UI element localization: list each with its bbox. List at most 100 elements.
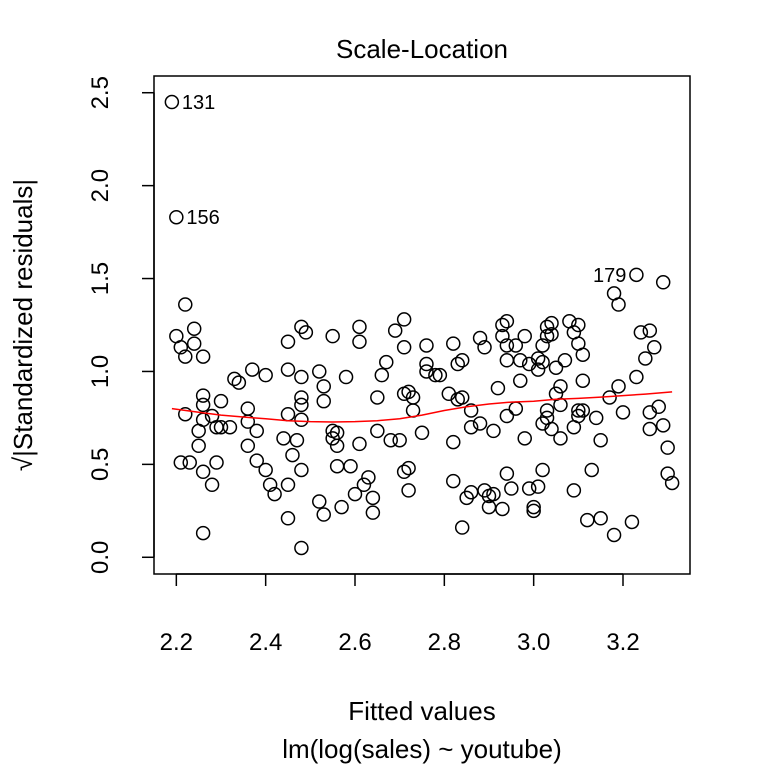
- data-point: [191, 438, 206, 454]
- data-point: [182, 455, 197, 470]
- data-point: [553, 431, 568, 446]
- x-tick-label: 2.2: [160, 629, 193, 656]
- data-point: [343, 458, 358, 474]
- data-point: [517, 431, 532, 446]
- data-point: [249, 423, 264, 439]
- data-point: [195, 464, 211, 480]
- data-point: [463, 419, 479, 435]
- data-point: [312, 494, 327, 509]
- data-point: [419, 338, 434, 353]
- data-point: [294, 390, 309, 405]
- point-label: 156: [186, 207, 219, 229]
- data-point: [504, 481, 519, 496]
- data-point: [325, 328, 340, 344]
- smooth-line-group: [171, 391, 673, 423]
- data-point: [584, 462, 599, 478]
- data-point: [428, 367, 443, 383]
- data-point: [454, 520, 470, 535]
- data-point: [655, 275, 671, 290]
- data-point: [655, 418, 671, 433]
- data-point: [495, 501, 510, 517]
- data-point: [374, 367, 390, 383]
- data-point: [173, 455, 189, 470]
- data-point: [611, 379, 626, 394]
- y-tick-label: 1.0: [87, 355, 114, 388]
- data-point: [352, 436, 367, 452]
- data-point: [508, 338, 524, 353]
- data-point: [280, 334, 296, 349]
- data-point: [173, 340, 189, 355]
- data-point: [419, 364, 434, 379]
- data-point: [446, 336, 461, 351]
- data-point: [387, 323, 403, 338]
- data-point: [169, 209, 184, 225]
- data-point: [231, 375, 247, 390]
- data-point: [294, 540, 309, 556]
- y-axis: 0.0 0.5 1.0 1.5 2.0 2.5: [87, 76, 155, 574]
- data-point: [548, 360, 564, 375]
- data-point: [454, 390, 470, 405]
- data-point: [472, 416, 488, 431]
- data-point: [624, 514, 640, 530]
- data-point: [352, 319, 367, 335]
- data-point: [575, 403, 591, 418]
- data-point: [539, 319, 555, 335]
- data-point: [222, 419, 238, 435]
- data-point: [571, 403, 586, 418]
- data-point: [553, 379, 568, 394]
- data-point: [660, 466, 675, 481]
- data-point: [280, 511, 296, 526]
- data-point: [642, 421, 658, 437]
- data-point: [213, 393, 229, 409]
- data-point: [316, 393, 331, 409]
- data-point: [267, 486, 282, 502]
- data-point: [454, 353, 470, 368]
- data-point: [535, 354, 550, 370]
- data-point: [638, 351, 653, 366]
- data-point: [334, 499, 349, 515]
- y-tick-label: 2.5: [87, 76, 114, 109]
- data-point: [566, 483, 582, 498]
- data-point: [280, 406, 296, 422]
- data-point: [195, 397, 211, 413]
- data-point: [240, 401, 256, 416]
- data-point: [544, 421, 559, 437]
- data-point: [521, 481, 537, 496]
- data-point: [575, 347, 591, 362]
- data-point: [227, 371, 242, 387]
- data-point: [432, 367, 448, 383]
- x-tick-label: 3.0: [517, 629, 550, 656]
- data-point: [526, 503, 541, 519]
- data-point: [195, 349, 211, 364]
- y-tick-label: 0.5: [87, 448, 114, 481]
- data-point: [651, 399, 666, 415]
- x-tick-label: 2.4: [249, 629, 282, 656]
- x-axis-label: Fitted values: [348, 696, 495, 726]
- data-point: [352, 334, 367, 349]
- data-point: [446, 473, 461, 489]
- point-labels: 131 156 179: [182, 92, 627, 287]
- data-point: [294, 412, 309, 428]
- data-point: [611, 297, 626, 312]
- data-point: [294, 397, 309, 413]
- data-point: [495, 328, 510, 344]
- data-point: [178, 349, 193, 364]
- data-point: [553, 397, 568, 413]
- data-point: [204, 477, 220, 493]
- data-point: [365, 505, 381, 520]
- data-point: [338, 369, 354, 385]
- data-point: [446, 434, 461, 450]
- x-axis: 2.2 2.4 2.6 2.8 3.0 3.2: [160, 573, 640, 656]
- data-point: [477, 340, 492, 355]
- data-point: [370, 423, 385, 439]
- data-point: [526, 499, 541, 515]
- data-point: [499, 314, 515, 329]
- data-point: [580, 512, 595, 528]
- data-point: [401, 483, 416, 498]
- data-point: [312, 364, 327, 379]
- data-point: [262, 477, 278, 493]
- data-point: [557, 353, 573, 368]
- data-point: [396, 340, 412, 355]
- data-point: [571, 317, 586, 333]
- data-point: [178, 297, 193, 312]
